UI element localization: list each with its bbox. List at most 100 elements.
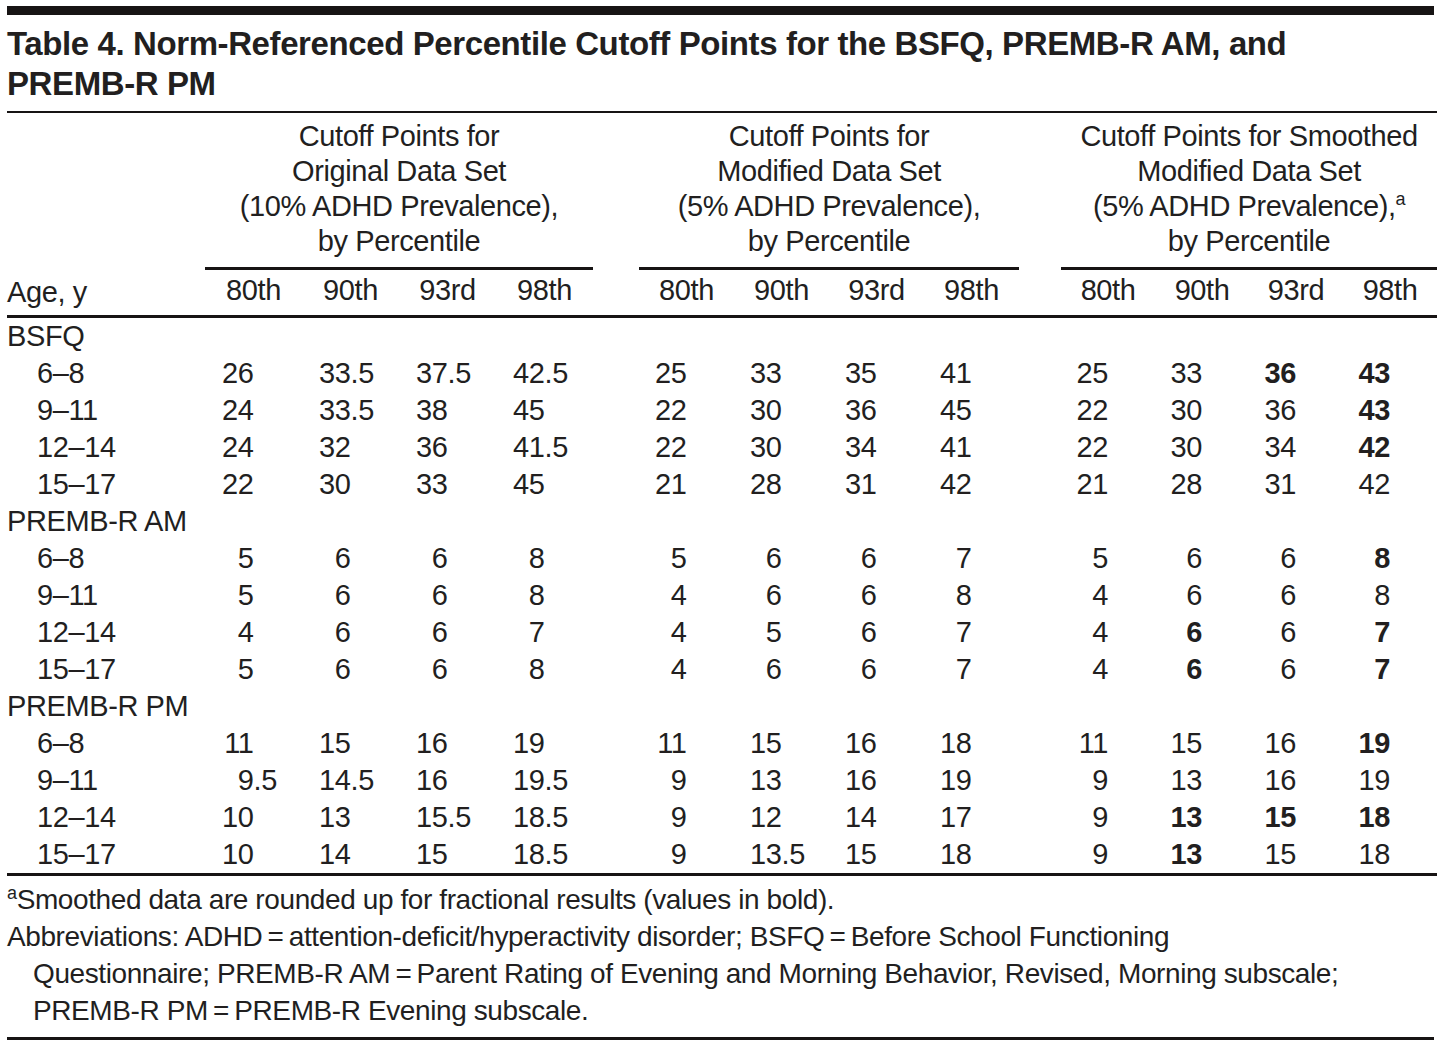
fraction-part [254, 725, 303, 762]
fraction-part [687, 577, 735, 614]
bottom-rule [7, 1037, 1434, 1040]
percentile-header: 90th [302, 270, 399, 317]
fraction-part [1108, 355, 1155, 392]
value-cell: 13 [1155, 799, 1249, 836]
integer-part: 4 [1061, 614, 1108, 651]
abbreviations: Abbreviations: ADHD = attention-deficit/… [7, 918, 1434, 1029]
integer-part: 4 [639, 577, 687, 614]
fraction-part [782, 799, 830, 836]
fraction-part [972, 725, 1020, 762]
value-cell: 42 [1343, 466, 1437, 503]
value-cell: 42.5 [496, 355, 593, 392]
decimal-aligned-number: 13 [1155, 799, 1249, 836]
decimal-aligned-number: 10 [205, 799, 302, 836]
fraction-part [877, 540, 925, 577]
fraction-part [254, 836, 303, 873]
integer-part: 11 [205, 725, 254, 762]
data-row: 15–1710141518.5913.515189131518 [7, 836, 1437, 875]
value-cell: 30 [1155, 392, 1249, 429]
percentile-header: 90th [734, 270, 829, 317]
integer-part: 41 [496, 429, 545, 466]
integer-part: 6 [829, 540, 877, 577]
table-header: Age, y Cutoff Points for Original Data S… [7, 112, 1437, 317]
decimal-aligned-number: 6 [399, 614, 496, 651]
data-row: 9–119.514.51619.591316199131619 [7, 762, 1437, 799]
fraction-part [1202, 429, 1249, 466]
value-cell: 7 [924, 540, 1019, 577]
decimal-aligned-number: 6 [734, 577, 829, 614]
value-cell: 6 [734, 651, 829, 688]
fraction-part [972, 429, 1020, 466]
fraction-part [1296, 540, 1343, 577]
decimal-aligned-number: 18 [1343, 799, 1437, 836]
integer-part: 6 [734, 651, 782, 688]
integer-part: 13 [734, 762, 782, 799]
integer-part: 4 [205, 614, 254, 651]
decimal-aligned-number: 6 [1249, 577, 1343, 614]
column-gap [593, 112, 639, 317]
decimal-aligned-number: 9 [1061, 762, 1155, 799]
decimal-aligned-number: 28 [1155, 466, 1249, 503]
value-cell: 13 [302, 799, 399, 836]
decimal-aligned-number: 4 [205, 614, 302, 651]
footnotes: aSmoothed data are rounded up for fracti… [7, 876, 1434, 1029]
norms-table: Age, y Cutoff Points for Original Data S… [7, 111, 1437, 876]
value-cell: 34 [1249, 429, 1343, 466]
fraction-part [1296, 725, 1343, 762]
percentile-header-row: 80th 90th 93rd 98th 80th 90th 93rd 98th … [7, 270, 1437, 317]
fraction-part [972, 614, 1020, 651]
decimal-aligned-number: 6 [1155, 651, 1249, 688]
age-column-header: Age, y [7, 112, 205, 317]
fraction-part [448, 651, 497, 688]
age-cell: 12–14 [7, 614, 205, 651]
table-body: BSFQ6–82633.537.542.525333541253336439–1… [7, 317, 1437, 875]
integer-part: 33 [399, 466, 448, 503]
value-cell: 6 [829, 577, 924, 614]
value-cell: 11 [205, 725, 302, 762]
integer-part: 37 [399, 355, 448, 392]
fraction-part [545, 651, 594, 688]
integer-part: 31 [1249, 466, 1296, 503]
decimal-aligned-number: 8 [1343, 577, 1437, 614]
value-cell: 33 [734, 355, 829, 392]
integer-part: 41 [924, 355, 972, 392]
value-cell: 31 [1249, 466, 1343, 503]
fraction-part [1390, 355, 1437, 392]
integer-part: 13 [1155, 836, 1202, 873]
age-cell: 12–14 [7, 799, 205, 836]
decimal-aligned-number: 14 [302, 836, 399, 873]
column-gap [1019, 725, 1061, 762]
integer-part: 36 [829, 392, 877, 429]
value-cell: 37.5 [399, 355, 496, 392]
decimal-aligned-number: 43 [1343, 392, 1437, 429]
fraction-part [1390, 392, 1437, 429]
value-cell: 15 [1249, 799, 1343, 836]
value-cell: 7 [924, 651, 1019, 688]
integer-part: 8 [924, 577, 972, 614]
data-row: 12–14101315.518.591214179131518 [7, 799, 1437, 836]
decimal-aligned-number: 15 [1249, 799, 1343, 836]
integer-part: 6 [829, 577, 877, 614]
decimal-aligned-number: 45 [496, 466, 593, 503]
value-cell: 6 [1249, 577, 1343, 614]
decimal-aligned-number: 9 [639, 836, 734, 873]
value-cell: 22 [639, 392, 734, 429]
age-cell: 9–11 [7, 392, 205, 429]
decimal-aligned-number: 4 [1061, 577, 1155, 614]
value-cell: 7 [1343, 651, 1437, 688]
fraction-part: .5 [782, 836, 830, 873]
decimal-aligned-number: 41.5 [496, 429, 593, 466]
fraction-part [1390, 725, 1437, 762]
age-cell: 6–8 [7, 355, 205, 392]
value-cell: 36 [1249, 355, 1343, 392]
integer-part: 34 [1249, 429, 1296, 466]
decimal-aligned-number: 6 [829, 577, 924, 614]
fraction-part [351, 577, 400, 614]
integer-part: 9 [1061, 836, 1108, 873]
integer-part: 33 [734, 355, 782, 392]
integer-part: 41 [924, 429, 972, 466]
value-cell: 15 [302, 725, 399, 762]
value-cell: 16 [399, 762, 496, 799]
fraction-part [1108, 614, 1155, 651]
value-cell: 38 [399, 392, 496, 429]
